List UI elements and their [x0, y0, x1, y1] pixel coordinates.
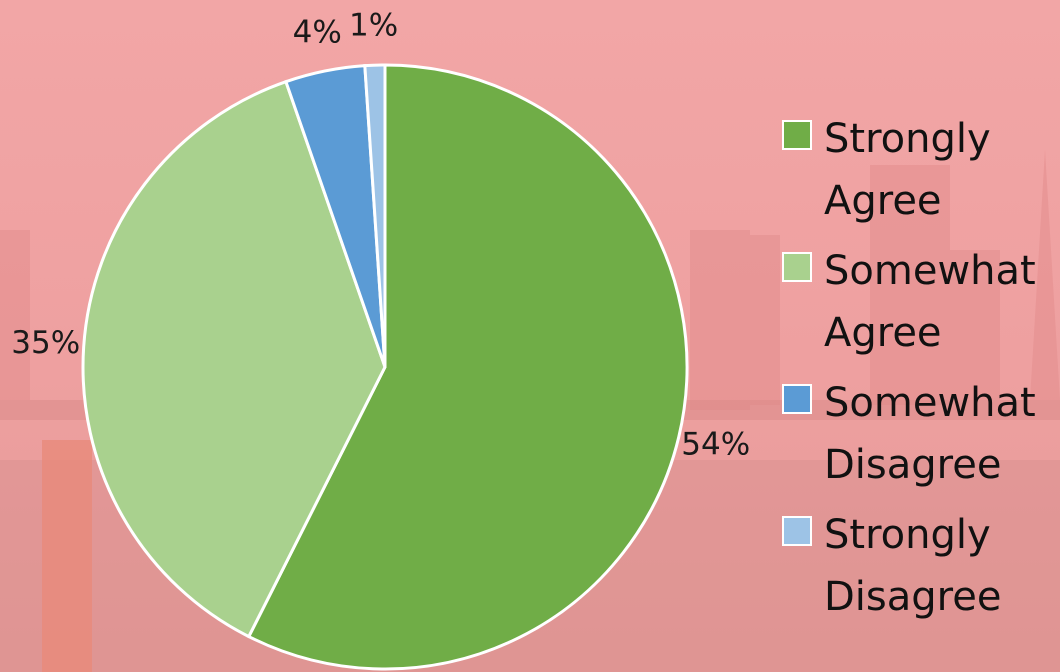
data-label: 1%	[349, 8, 398, 44]
legend-swatch	[782, 516, 812, 546]
legend-item: Somewhat Agree	[782, 240, 1052, 364]
legend-swatch	[782, 384, 812, 414]
legend-item: Strongly Agree	[782, 108, 1052, 232]
data-label: 54%	[681, 426, 750, 462]
legend-item: Somewhat Disagree	[782, 372, 1052, 496]
legend-label: Somewhat Agree	[824, 240, 1052, 364]
data-label: 4%	[293, 14, 342, 50]
legend-swatch	[782, 120, 812, 150]
legend-label: Somewhat Disagree	[824, 372, 1052, 496]
slide: 54%35%4%1% Strongly AgreeSomewhat AgreeS…	[0, 0, 1060, 672]
legend-item: Strongly Disagree	[782, 504, 1052, 628]
legend-swatch	[782, 252, 812, 282]
legend-label: Strongly Agree	[824, 108, 1052, 232]
data-label: 35%	[11, 325, 80, 361]
legend-label: Strongly Disagree	[824, 504, 1052, 628]
